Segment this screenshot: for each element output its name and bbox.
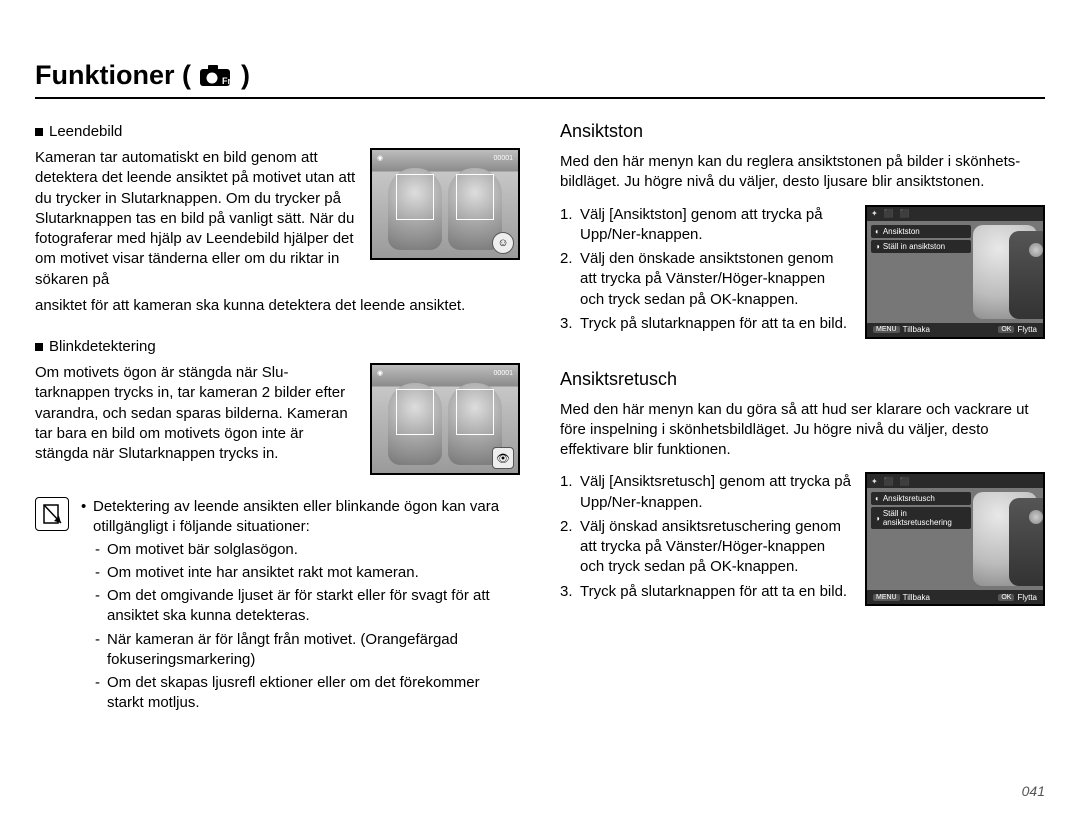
tone-step: Tryck på slutarknappen för att ta en bil… — [560, 314, 853, 334]
tone-step: Välj den önskade ansiktstonen genom att … — [560, 249, 853, 310]
menu-btn: MENU — [873, 326, 900, 333]
note-item: När kameran är för långt från motivet. (… — [95, 630, 520, 671]
retouch-topbar-icon: ✦ — [871, 477, 878, 486]
retouch-menu-thumb: ✦ ⬛ ⬛ ◐Ansiktsretusch ◑Ställ in ansiktsr… — [865, 472, 1045, 606]
note-item: Om det skapas ljusrefl ektioner eller om… — [95, 673, 520, 714]
face-icon: ◐ — [875, 494, 880, 503]
retouch-title: Ansiktsretusch — [560, 369, 1045, 390]
note-item: Om motivet bär solglasögon. — [95, 540, 520, 560]
menu-row: Ställ in ansiktston — [883, 242, 945, 251]
retouch-step: Välj [Ansiktsretusch] genom att trycka p… — [560, 472, 853, 513]
left-column: Leendebild Kameran tar automatiskt en bi… — [35, 113, 520, 717]
note-dash-list: Om motivet bär solglasögon. Om motivet i… — [93, 540, 520, 714]
retouch-topbar-icon: ⬛ — [900, 477, 910, 486]
back-label: Tillbaka — [903, 593, 930, 602]
ok-btn: OK — [998, 326, 1014, 333]
tone-menu-thumb: ✦ ⬛ ⬛ ◐Ansiktston ◑Ställ in ansiktston M… — [865, 205, 1045, 339]
right-column: Ansiktston Med den här menyn kan du regl… — [560, 113, 1045, 717]
tone-topbar-icon: ✦ — [871, 209, 878, 218]
blink-preview-thumb: ◉ 00001 👁 — [370, 363, 520, 475]
retouch-intro: Med den här menyn kan du göra så att hud… — [560, 400, 1045, 461]
face-icon: ◐ — [875, 227, 880, 236]
back-label: Tillbaka — [903, 325, 930, 334]
smile-mode-icon: ☺ — [492, 232, 514, 254]
menu-row: Ansiktston — [883, 227, 920, 236]
retouch-step: Tryck på slutarknappen för att ta en bil… — [560, 582, 853, 602]
menu-row: Ställ in ansiktsretuschering — [883, 509, 967, 527]
note-item: Om det omgivande ljuset är för starkt el… — [95, 586, 520, 627]
tone-intro: Med den här menyn kan du reglera ansikts… — [560, 152, 1045, 193]
retouch-steps: Välj [Ansiktsretusch] genom att trycka p… — [560, 472, 853, 606]
rec-icon: ◉ — [377, 369, 383, 377]
menu-row: Ansiktsretusch — [883, 494, 935, 503]
fn-camera-icon: Fn — [199, 64, 233, 88]
smile-para-2: ansiktet för att kameran ska kunna detek… — [35, 296, 520, 316]
tone-title: Ansiktston — [560, 121, 1045, 142]
page-number: 041 — [1022, 783, 1045, 799]
smile-preview-thumb: ◉ 00001 ☺ — [370, 148, 520, 260]
move-label: Flytta — [1017, 593, 1037, 602]
smile-heading: Leendebild — [35, 123, 520, 140]
counter: 00001 — [494, 155, 513, 162]
page-title: Funktioner ( Fn ) — [35, 60, 1045, 99]
tone-topbar-icon: ⬛ — [900, 209, 910, 218]
tone-topbar-icon: ⬛ — [884, 209, 894, 218]
retouch-topbar-icon: ⬛ — [884, 477, 894, 486]
bullet-square-icon — [35, 343, 43, 351]
ok-btn: OK — [998, 594, 1014, 601]
retouch-step: Välj önskad ansiktsretuschering genom at… — [560, 517, 853, 578]
tone-step: Välj [Ansiktston] genom att trycka på Up… — [560, 205, 853, 246]
smile-para-1: Kameran tar automatiskt en bild genom at… — [35, 148, 358, 290]
blink-mode-icon: 👁 — [492, 447, 514, 469]
blink-heading: Blinkdetektering — [35, 338, 520, 355]
rec-icon: ◉ — [377, 154, 383, 162]
move-label: Flytta — [1017, 325, 1037, 334]
note-lead: Detektering av leende ansikten eller bli… — [81, 497, 520, 714]
face-icon: ◑ — [875, 514, 880, 523]
menu-btn: MENU — [873, 594, 900, 601]
svg-text:Fn: Fn — [222, 76, 233, 86]
tone-steps: Välj [Ansiktston] genom att trycka på Up… — [560, 205, 853, 339]
face-icon: ◑ — [875, 242, 880, 251]
title-text: Funktioner ( — [35, 60, 191, 91]
smile-heading-text: Leendebild — [49, 123, 122, 140]
title-close: ) — [241, 60, 250, 91]
counter: 00001 — [494, 370, 513, 377]
blink-para: Om motivets ögon är stängda när Slu-tark… — [35, 363, 358, 464]
note-lead-text: Detektering av leende ansikten eller bli… — [93, 498, 499, 535]
note-item: Om motivet inte har ansiktet rakt mot ka… — [95, 563, 520, 583]
bullet-square-icon — [35, 128, 43, 136]
note-icon — [35, 497, 69, 531]
note-box: Detektering av leende ansikten eller bli… — [35, 497, 520, 717]
blink-heading-text: Blinkdetektering — [49, 338, 156, 355]
